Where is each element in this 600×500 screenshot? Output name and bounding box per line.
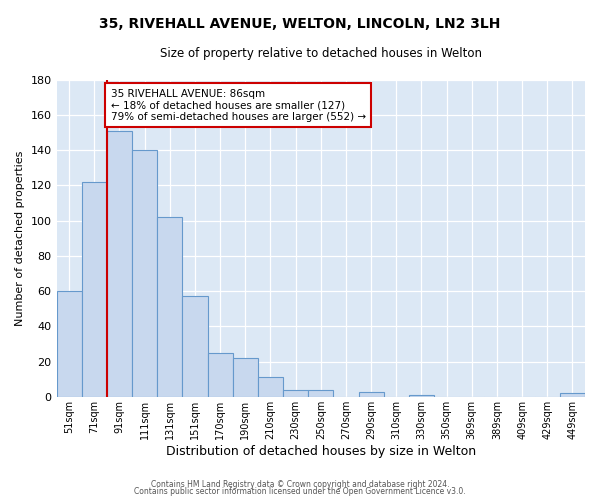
Bar [208, 353, 233, 397]
Text: Contains HM Land Registry data © Crown copyright and database right 2024.: Contains HM Land Registry data © Crown c… [151, 480, 449, 489]
Bar [56, 291, 82, 397]
Bar [82, 182, 107, 397]
Text: 35 RIVEHALL AVENUE: 86sqm
← 18% of detached houses are smaller (127)
79% of semi: 35 RIVEHALL AVENUE: 86sqm ← 18% of detac… [110, 88, 366, 122]
Bar [359, 392, 383, 397]
Bar [308, 390, 334, 397]
Bar [157, 217, 182, 397]
Text: 35, RIVEHALL AVENUE, WELTON, LINCOLN, LN2 3LH: 35, RIVEHALL AVENUE, WELTON, LINCOLN, LN… [100, 18, 500, 32]
Bar [283, 390, 308, 397]
Bar [258, 378, 283, 397]
Bar [560, 394, 585, 397]
Text: Contains public sector information licensed under the Open Government Licence v3: Contains public sector information licen… [134, 487, 466, 496]
Bar [409, 395, 434, 397]
Bar [107, 131, 132, 397]
Y-axis label: Number of detached properties: Number of detached properties [15, 150, 25, 326]
Bar [182, 296, 208, 397]
Bar [132, 150, 157, 397]
Bar [233, 358, 258, 397]
Title: Size of property relative to detached houses in Welton: Size of property relative to detached ho… [160, 48, 482, 60]
X-axis label: Distribution of detached houses by size in Welton: Distribution of detached houses by size … [166, 444, 476, 458]
